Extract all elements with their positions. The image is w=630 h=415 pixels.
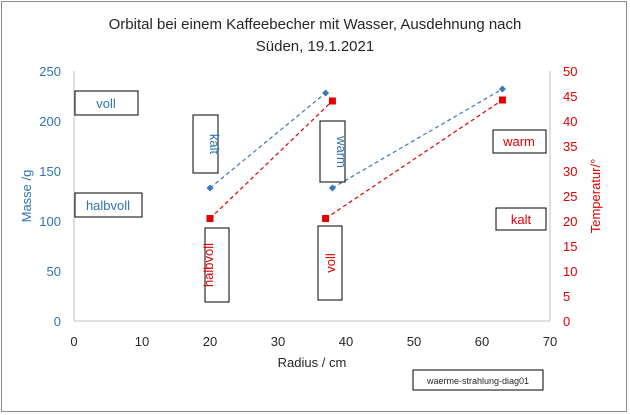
y-left-tick-label: 150	[39, 164, 61, 179]
x-axis-label: Radius / cm	[278, 355, 347, 370]
annotation-kalt-red-text: kalt	[511, 212, 532, 227]
y-right-tick-label: 50	[563, 64, 577, 79]
x-tick-label: 60	[475, 334, 489, 349]
x-tick-label: 0	[70, 334, 77, 349]
data-point-masse	[206, 184, 214, 192]
x-tick-label: 30	[271, 334, 285, 349]
series-layer	[206, 85, 506, 222]
annotation-halbvoll-blue-text: halbvoll	[86, 198, 130, 213]
y-left-tick-label: 200	[39, 114, 61, 129]
x-tick-label: 20	[203, 334, 217, 349]
annotation-kalt-red: kalt	[495, 207, 547, 231]
axes	[73, 71, 551, 322]
y-right-tick-label: 30	[563, 164, 577, 179]
series-masse	[206, 85, 506, 192]
y-right-tick-label: 45	[563, 89, 577, 104]
y-axis-right-label: Temperatur/°	[588, 159, 603, 234]
data-point-masse	[498, 85, 506, 93]
y-right-tick-label: 0	[563, 314, 570, 329]
x-tick-label: 40	[339, 334, 353, 349]
data-point-masse	[322, 89, 330, 97]
annotation-voll-red: voll	[317, 225, 343, 301]
y-left-tick-label: 250	[39, 64, 61, 79]
y-right-tick-label: 40	[563, 114, 577, 129]
x-tick-label: 10	[135, 334, 149, 349]
annotation-voll-blue: voll	[74, 90, 139, 116]
y-right-tick-label: 35	[563, 139, 577, 154]
annotation-kalt-blue: kalt	[192, 114, 222, 174]
annotation-voll-blue-text: voll	[96, 96, 116, 111]
y-axis-left-label: Masse /g	[19, 170, 34, 223]
footnote-box: waerme-strahlung-diag01	[412, 369, 544, 391]
chart-title-line1: Orbital bei einem Kaffeebecher mit Wasse…	[109, 16, 522, 33]
series-line-masse	[209, 92, 326, 189]
annotation-kalt-blue-text: kalt	[207, 134, 222, 155]
x-tick-label: 50	[407, 334, 421, 349]
data-point-temperatur	[328, 97, 336, 105]
annotation-halbvoll-red-text: halbvoll	[201, 243, 216, 287]
chart-title-line2: Süden, 19.1.2021	[256, 38, 374, 55]
y-left-tick-label: 50	[47, 264, 61, 279]
annotation-warm-red-text: warm	[502, 134, 535, 149]
series-temperatur	[206, 96, 506, 222]
y-right-tick-label: 20	[563, 214, 577, 229]
annotation-voll-red-text: voll	[323, 253, 338, 273]
annotation-halbvoll-blue: halbvoll	[74, 192, 143, 218]
x-tick-label: 70	[543, 334, 557, 349]
footnote-text: waerme-strahlung-diag01	[426, 376, 529, 386]
annotation-halbvoll-red: halbvoll	[201, 227, 230, 303]
y-left-tick-label: 0	[54, 314, 61, 329]
tick-labels: 0 10 20 30 40 50 60 70 0 50 100 150 200 250 0 5 10 15 20 25…	[39, 64, 577, 349]
y-right-tick-label: 25	[563, 189, 577, 204]
y-left-tick-label: 100	[39, 214, 61, 229]
data-point-masse	[328, 184, 336, 192]
annotation-warm-blue: warm	[319, 120, 349, 183]
series-line-temperatur	[209, 100, 333, 219]
series-line-masse	[332, 88, 503, 189]
y-right-tick-label: 10	[563, 264, 577, 279]
y-right-tick-label: 15	[563, 239, 577, 254]
data-point-temperatur	[206, 215, 214, 222]
y-right-tick-label: 5	[563, 289, 570, 304]
data-point-temperatur	[498, 96, 506, 104]
data-point-temperatur	[322, 215, 330, 222]
annotation-warm-red: warm	[492, 129, 547, 154]
series-line-temperatur	[325, 99, 503, 219]
annotation-warm-blue-text: warm	[334, 135, 349, 168]
